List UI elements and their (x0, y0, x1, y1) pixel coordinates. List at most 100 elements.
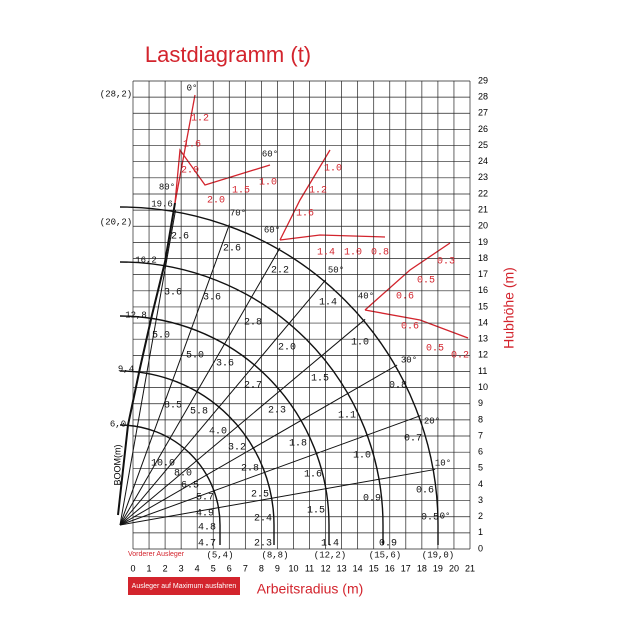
capacity: 8.0 (174, 469, 192, 480)
capacity: 0.9 (363, 494, 381, 505)
capacity: 6.5 (181, 481, 199, 492)
y-tick-label: 6 (478, 447, 483, 457)
x-tick-label: 21 (465, 563, 475, 573)
y-tick-label: 24 (478, 156, 488, 166)
x-tick-label: 5 (211, 563, 216, 573)
y-tick-label: 7 (478, 430, 483, 440)
y-tick-label: 8 (478, 414, 483, 424)
y-tick-label: 2 (478, 511, 483, 521)
capacity: 2.8 (244, 318, 262, 329)
capacity: 8.5 (164, 401, 182, 412)
boom-height: 19.6 (151, 199, 173, 209)
x-tick-label: 15 (369, 563, 379, 573)
y-tick-label: 12 (478, 350, 488, 360)
boom-height: 12,8 (125, 310, 147, 320)
boom-height: (20,2) (100, 217, 132, 227)
x-tick-label: 11 (305, 563, 314, 573)
boom-arc (119, 424, 221, 545)
x-tick-label: 19 (433, 563, 443, 573)
boom-height: 6,0 (110, 419, 126, 429)
jib-capacity: 0.3 (437, 257, 455, 268)
x-tick-label: 18 (417, 563, 427, 573)
boom-height: (28,2) (100, 89, 132, 99)
radius-label: (19,0) (422, 550, 454, 560)
jib-capacity: 2.0 (181, 166, 199, 177)
x-tick-label: 7 (243, 563, 248, 573)
y-axis-label: Hubhöhe (m) (501, 267, 517, 349)
note: Vorderer Ausleger (128, 551, 185, 558)
capacity: 5.0 (186, 351, 204, 362)
angle-label: 70° (230, 208, 246, 218)
y-tick-label: 10 (478, 382, 488, 392)
capacity: 1.1 (338, 411, 356, 422)
y-tick-label: 4 (478, 479, 483, 489)
y-tick-label: 9 (478, 398, 483, 408)
button[interactable] (128, 577, 240, 595)
angle-ray (119, 279, 327, 526)
capacity: 1.4 (319, 298, 337, 309)
angle-ray (119, 364, 398, 526)
capacity: 3.2 (228, 443, 246, 454)
capacity: 4.8 (198, 523, 216, 534)
boom-arc (119, 261, 384, 545)
y-tick-label: 28 (478, 92, 488, 102)
y-tick-label: 18 (478, 253, 488, 263)
capacity: 1.5 (311, 374, 329, 385)
y-tick-label: 25 (478, 140, 488, 150)
y-tick-label: 16 (478, 285, 488, 295)
angle-ray (119, 318, 366, 526)
x-tick-label: 16 (385, 563, 395, 573)
capacity: 0.9 (379, 539, 397, 550)
jib-capacity: 0.2 (451, 351, 469, 362)
y-tick-label: 14 (478, 317, 488, 327)
y-tick-label: 3 (478, 495, 483, 505)
angle-label: 30° (401, 355, 417, 365)
angle-label: 20° (424, 416, 440, 426)
button-label[interactable]: Ausleger auf Maximum ausfahren (132, 583, 237, 590)
jib-capacity: 1.0 (324, 164, 342, 175)
angle-ray (119, 247, 281, 526)
x-tick-label: 9 (275, 563, 280, 573)
jib-capacity: 1.2 (309, 186, 327, 197)
angle-label: 80° (159, 182, 175, 192)
y-tick-label: 21 (478, 204, 488, 214)
capacity: 3.6 (216, 359, 234, 370)
capacity: 10.0 (151, 459, 175, 470)
angle-ray (119, 468, 436, 526)
capacity: 2.5 (251, 490, 269, 501)
angle-ray (119, 415, 421, 526)
jib-capacity: 0.6 (401, 322, 419, 333)
x-tick-label: 14 (353, 563, 363, 573)
capacity: 4.9 (196, 509, 214, 520)
jib-capacity: 1.6 (296, 209, 314, 220)
jib-capacity: 1.0 (259, 178, 277, 189)
capacity: 1.0 (351, 338, 369, 349)
capacity: 1.0 (353, 451, 371, 462)
x-tick-label: 17 (401, 563, 411, 573)
y-tick-label: 22 (478, 188, 488, 198)
jib-capacity: 1.6 (183, 140, 201, 151)
x-tick-label: 10 (288, 563, 298, 573)
x-tick-label: 13 (337, 563, 347, 573)
x-tick-label: 1 (147, 563, 152, 573)
capacity: 1.6 (304, 470, 322, 481)
capacity: 3.6 (203, 293, 221, 304)
y-tick-label: 20 (478, 221, 488, 231)
y-tick-label: 17 (478, 269, 488, 279)
x-tick-label: 20 (449, 563, 459, 573)
angle-label: 10° (435, 458, 451, 468)
angle-label: 0° (440, 511, 451, 521)
radius-label: (15,6) (369, 550, 401, 560)
capacity: 0.8 (389, 381, 407, 392)
boom (117, 202, 176, 516)
capacity: 2.8 (241, 464, 259, 475)
y-tick-label: 23 (478, 172, 488, 182)
angle-label: 40° (358, 291, 374, 301)
capacity: 0.6 (416, 486, 434, 497)
capacity: 2.3 (254, 539, 272, 550)
capacity: 2.6 (223, 244, 241, 255)
y-tick-label: 11 (478, 366, 487, 376)
jib-capacity: 1.5 (232, 186, 250, 197)
jib-capacity: 1.2 (191, 114, 209, 125)
